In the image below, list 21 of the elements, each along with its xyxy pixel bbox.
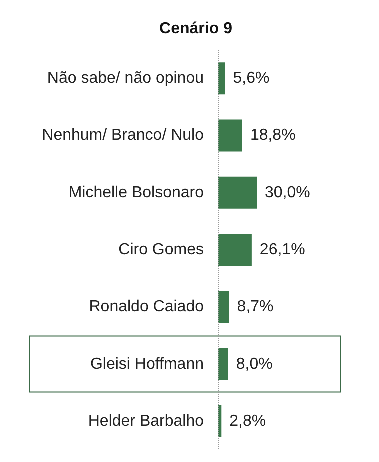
y-tick-label: Nenhum/ Branco/ Nulo (42, 127, 204, 144)
data-label: 18,8% (250, 127, 296, 144)
data-label: 30,0% (265, 184, 310, 202)
bar (218, 120, 242, 152)
bar (218, 348, 228, 380)
bar (218, 176, 257, 209)
data-label: 5,6% (233, 70, 270, 88)
bar (218, 291, 230, 324)
bar (218, 234, 252, 266)
y-tick-label: Ciro Gomes (118, 242, 204, 258)
data-label: 8,0% (236, 356, 273, 373)
data-label: 2,8% (230, 412, 266, 430)
chart-title: Cenário 9 (160, 20, 233, 38)
bar (218, 62, 226, 95)
y-tick-label: Não sabe/ não opinou (47, 70, 204, 88)
data-label: 26,1% (260, 242, 306, 258)
y-tick-label: Helder Barbalho (88, 412, 204, 430)
y-tick-label: Michelle Bolsonaro (68, 184, 204, 202)
data-label: 8,7% (237, 298, 274, 316)
y-tick-label: Gleisi Hoffmann (90, 356, 204, 373)
y-tick-label: Ronaldo Caiado (89, 298, 204, 316)
